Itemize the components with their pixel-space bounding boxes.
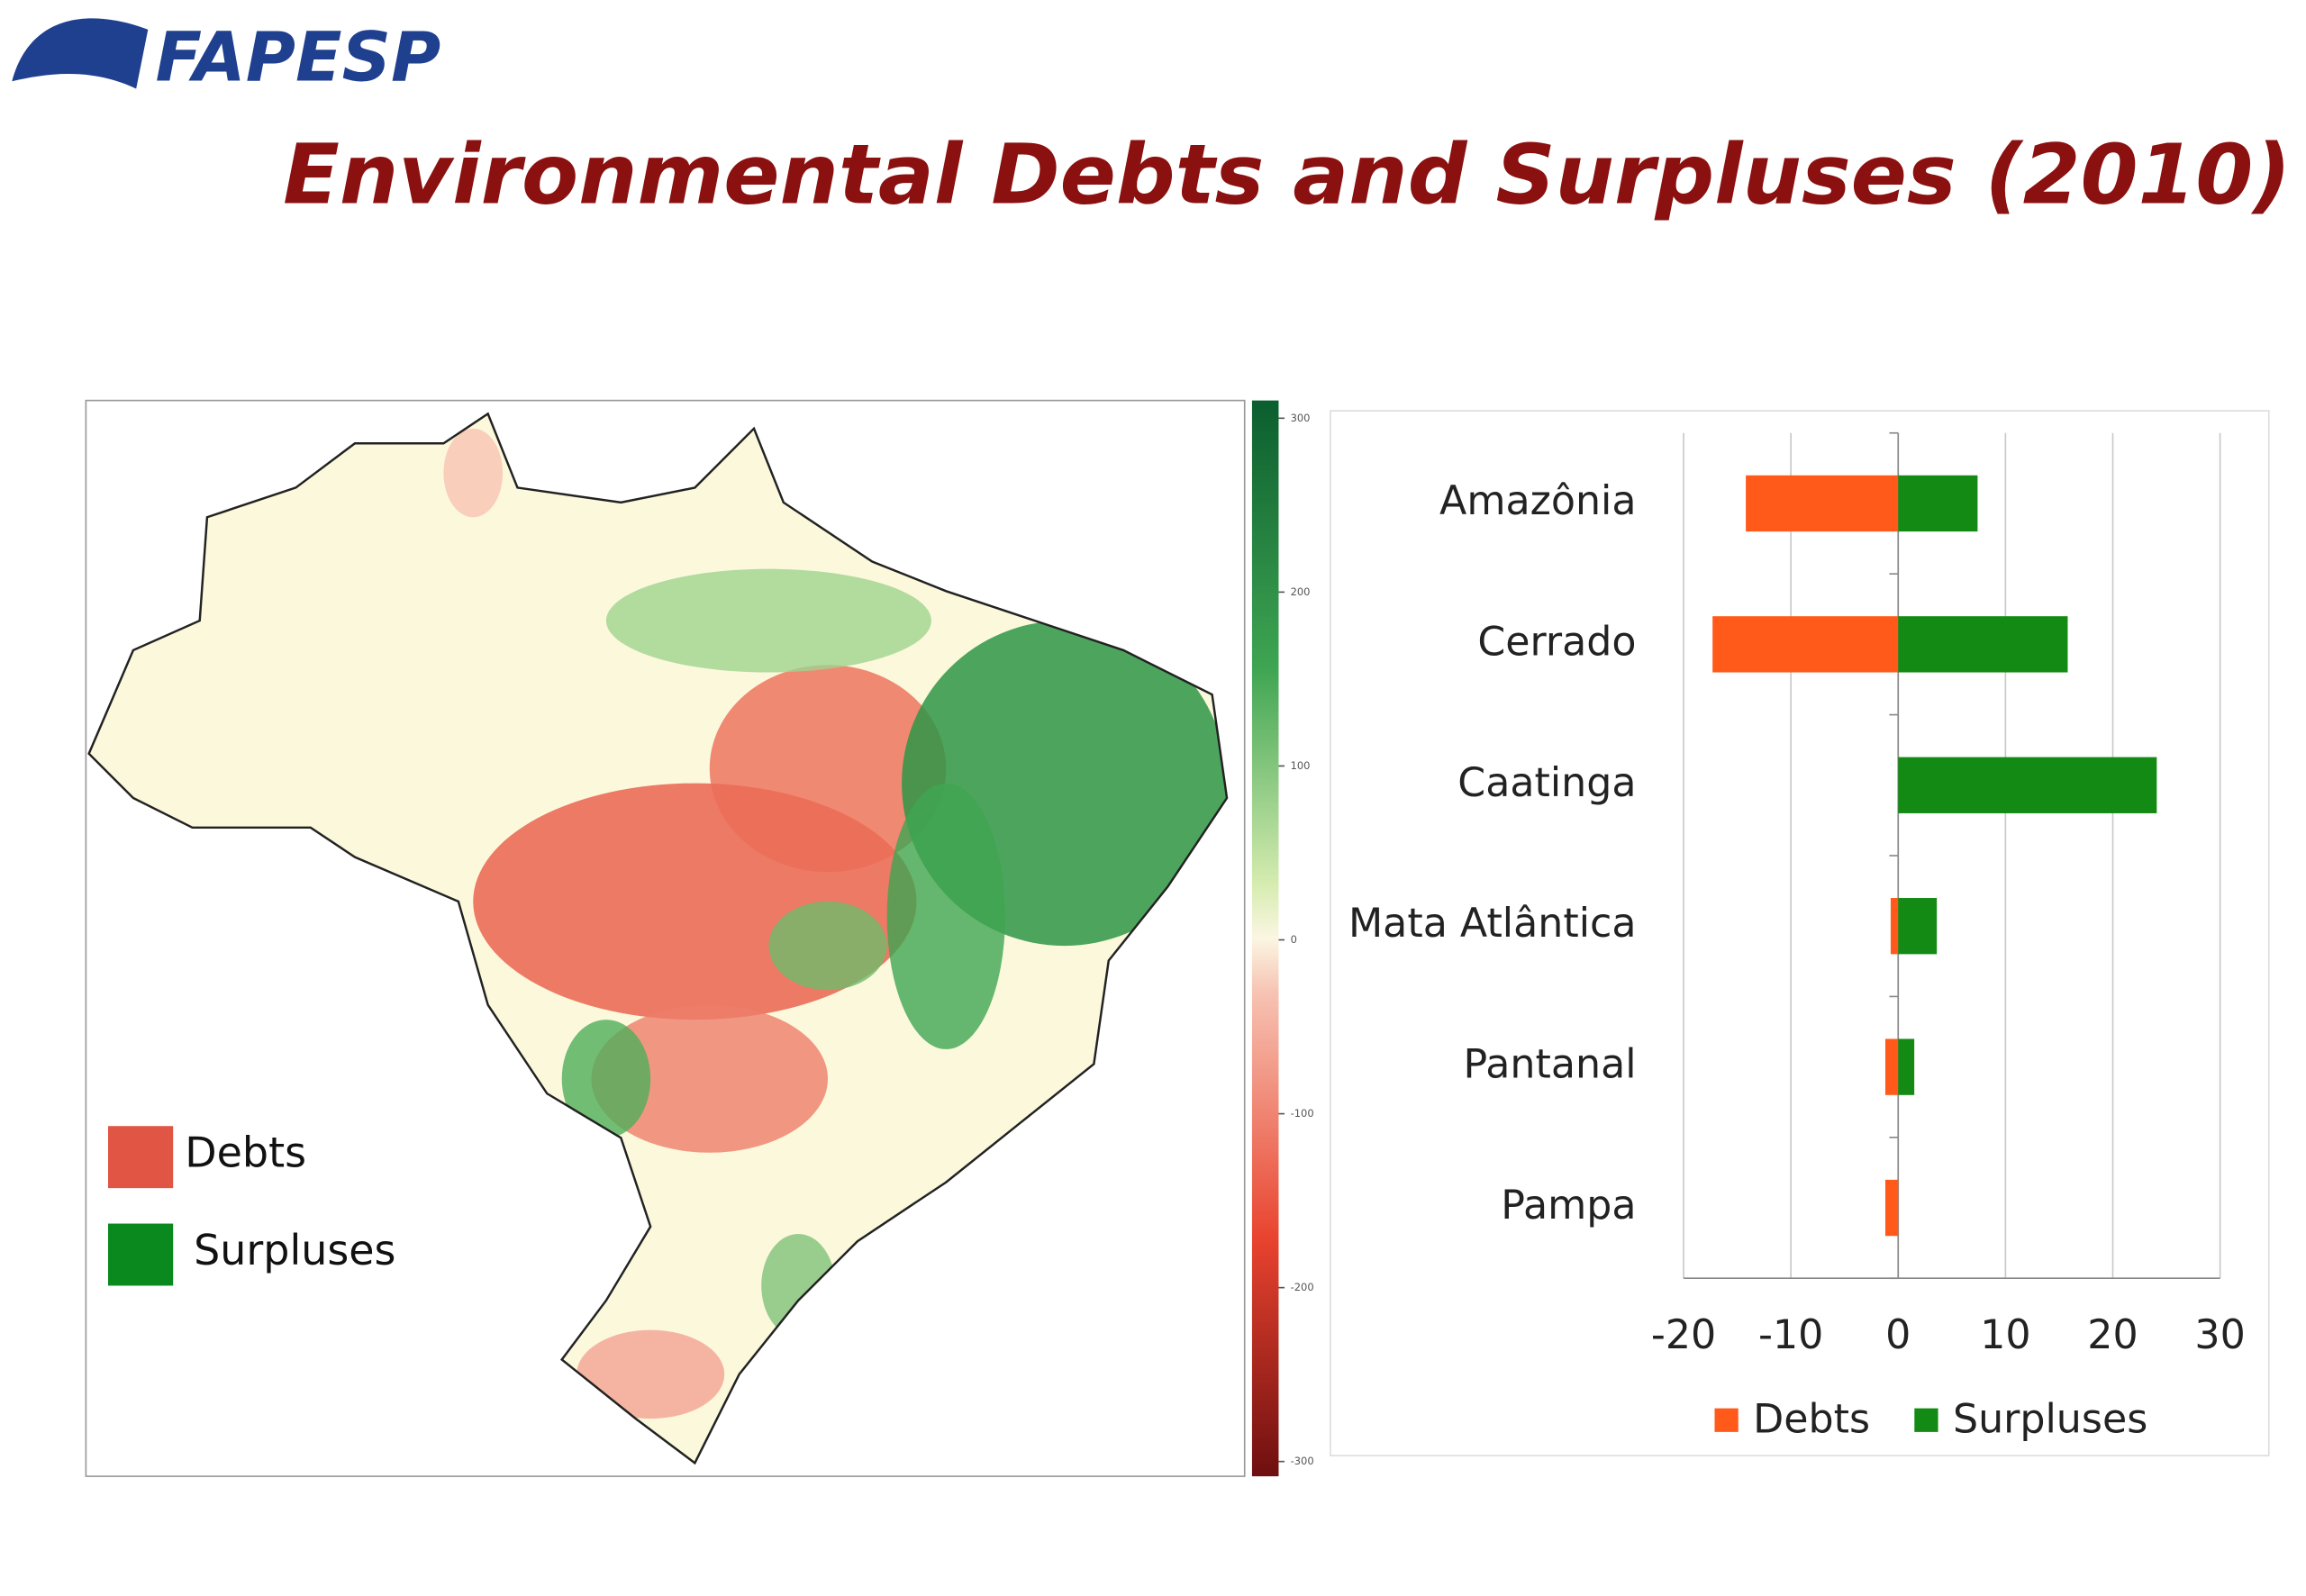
y-tick-label: Mata Atlântica [1348, 901, 1637, 947]
map-panel [85, 399, 1279, 1477]
legend-label: Debts [185, 1129, 306, 1177]
bar [1712, 616, 1899, 673]
legend-label: Surpluses [194, 1226, 395, 1274]
x-tick-label: 20 [2087, 1312, 2138, 1358]
y-tick-label: Pampa [1501, 1183, 1636, 1229]
bar [1898, 1038, 1915, 1095]
x-tick-label: 0 [1885, 1312, 1911, 1358]
bar [1884, 1179, 1899, 1237]
colorbar-tick-label: 100 [1291, 759, 1311, 772]
y-tick-label: Cerrado [1477, 619, 1636, 665]
legend-swatch [107, 1126, 174, 1189]
slide-title: Environmental Debts and Surpluses (2010) [283, 127, 2291, 223]
y-tick-label: Pantanal [1464, 1042, 1637, 1088]
logo-text: FAPESP [156, 17, 441, 96]
y-tick-label: Amazônia [1439, 478, 1636, 524]
logo: FAPESP [12, 17, 440, 96]
y-tick-label: Caatinga [1457, 760, 1636, 806]
legend-swatch [107, 1223, 174, 1286]
bar [1898, 616, 2068, 673]
bar [1746, 475, 1899, 532]
colorbar-tick-label: -300 [1291, 1455, 1314, 1467]
colorbar-tick-label: 200 [1291, 585, 1311, 598]
bar [1898, 898, 1938, 955]
colorbar-tick-label: -200 [1291, 1281, 1314, 1293]
legend-swatch [1914, 1408, 1938, 1432]
legend-swatch [1714, 1408, 1739, 1432]
bar [1898, 757, 2157, 813]
x-tick-label: 30 [2194, 1312, 2245, 1358]
legend-label: Surpluses [1953, 1396, 2147, 1442]
legend-label: Debts [1753, 1396, 1870, 1442]
bar [1884, 1038, 1899, 1095]
colorbar-tick-label: 300 [1291, 412, 1311, 424]
x-tick-label: 10 [1980, 1312, 2030, 1358]
bar [1898, 475, 1978, 532]
colorbar-tick-label: 0 [1291, 933, 1297, 946]
logo-flag [12, 18, 149, 89]
map-outline [87, 412, 1229, 1465]
colorbar-tick-label: -100 [1291, 1107, 1314, 1120]
colorbar [1251, 400, 1279, 1477]
x-tick-label: -20 [1651, 1312, 1716, 1358]
bar [1890, 898, 1899, 955]
x-tick-label: -10 [1758, 1312, 1823, 1358]
